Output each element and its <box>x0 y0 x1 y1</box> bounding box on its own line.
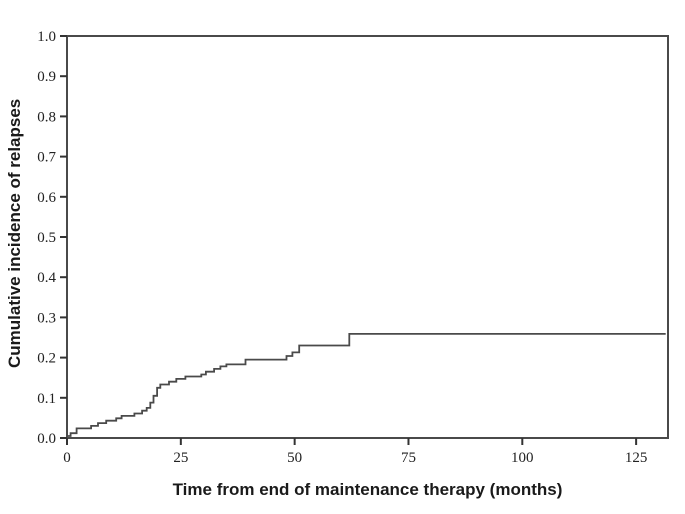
incidence-step-curve <box>67 333 666 437</box>
x-tick-label: 25 <box>173 450 188 466</box>
y-tick-label: 1.0 <box>37 29 56 45</box>
y-tick-label: 0.8 <box>37 109 56 125</box>
y-tick-label: 0.7 <box>37 150 56 166</box>
y-tick-label: 0.4 <box>37 270 56 286</box>
x-tick-label: 50 <box>287 450 302 466</box>
y-tick-label: 0.2 <box>37 351 56 367</box>
plot-frame <box>66 35 669 439</box>
y-tick-label: 0.5 <box>37 230 56 246</box>
y-tick-label: 0.9 <box>37 69 56 85</box>
x-tick-label: 0 <box>63 450 71 466</box>
y-tick-label: 0.0 <box>37 431 56 447</box>
y-axis-title: Cumulative incidence of relapses <box>5 98 24 368</box>
x-axis-title: Time from end of maintenance therapy (mo… <box>172 480 563 499</box>
y-tick-label: 0.3 <box>37 310 56 326</box>
y-tick-label: 0.1 <box>37 391 56 407</box>
y-tick-label: 0.6 <box>37 190 56 206</box>
x-tick-label: 75 <box>401 450 416 466</box>
x-tick-label: 125 <box>625 450 648 466</box>
x-tick-label: 100 <box>511 450 534 466</box>
